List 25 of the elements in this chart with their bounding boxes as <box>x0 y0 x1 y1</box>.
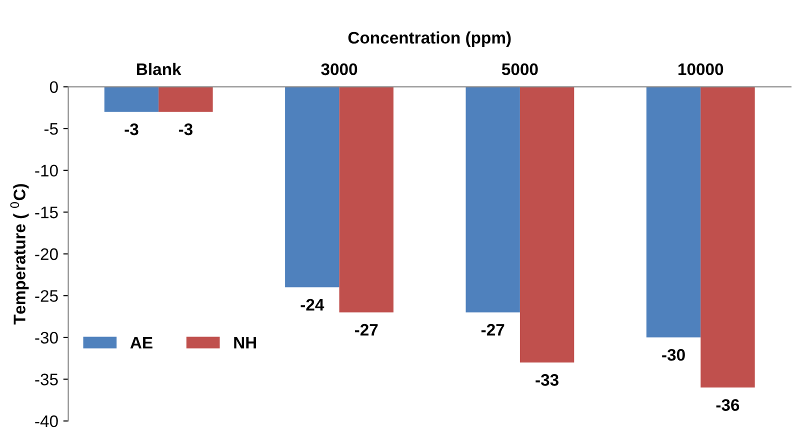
x-tick-label: Blank <box>137 62 182 76</box>
y-tick-label: 0 <box>50 81 58 94</box>
data-label: -3 <box>178 123 192 136</box>
x-tick-label: 10000 <box>678 63 724 76</box>
y-tick-label: -15 <box>35 206 58 218</box>
data-label: -3 <box>124 123 138 136</box>
data-label: -33 <box>536 374 558 386</box>
data-label: -36 <box>716 399 740 411</box>
y-axis-title: Temperature ( $^{0}$C) <box>10 184 29 324</box>
data-label: -27 <box>481 324 504 336</box>
y-tick-label: -30 <box>35 332 58 344</box>
y-tick-label: -35 <box>35 374 58 386</box>
y-tick-label: -5 <box>44 123 58 135</box>
y-tick-label: -25 <box>35 290 58 302</box>
x-tick-label: 5000 <box>502 63 538 76</box>
x-tick-label: 3000 <box>321 63 358 76</box>
x-axis-title: Concentration (ppm) <box>348 31 511 47</box>
y-tick-label: -20 <box>35 248 58 260</box>
data-label: -30 <box>662 348 685 361</box>
data-label: -24 <box>300 298 324 310</box>
legend-label: NH <box>234 336 256 348</box>
data-label: -27 <box>354 324 378 336</box>
y-tick-label: -40 <box>35 415 58 428</box>
legend-label: AE <box>130 336 152 348</box>
y-tick-label: -10 <box>35 164 58 177</box>
